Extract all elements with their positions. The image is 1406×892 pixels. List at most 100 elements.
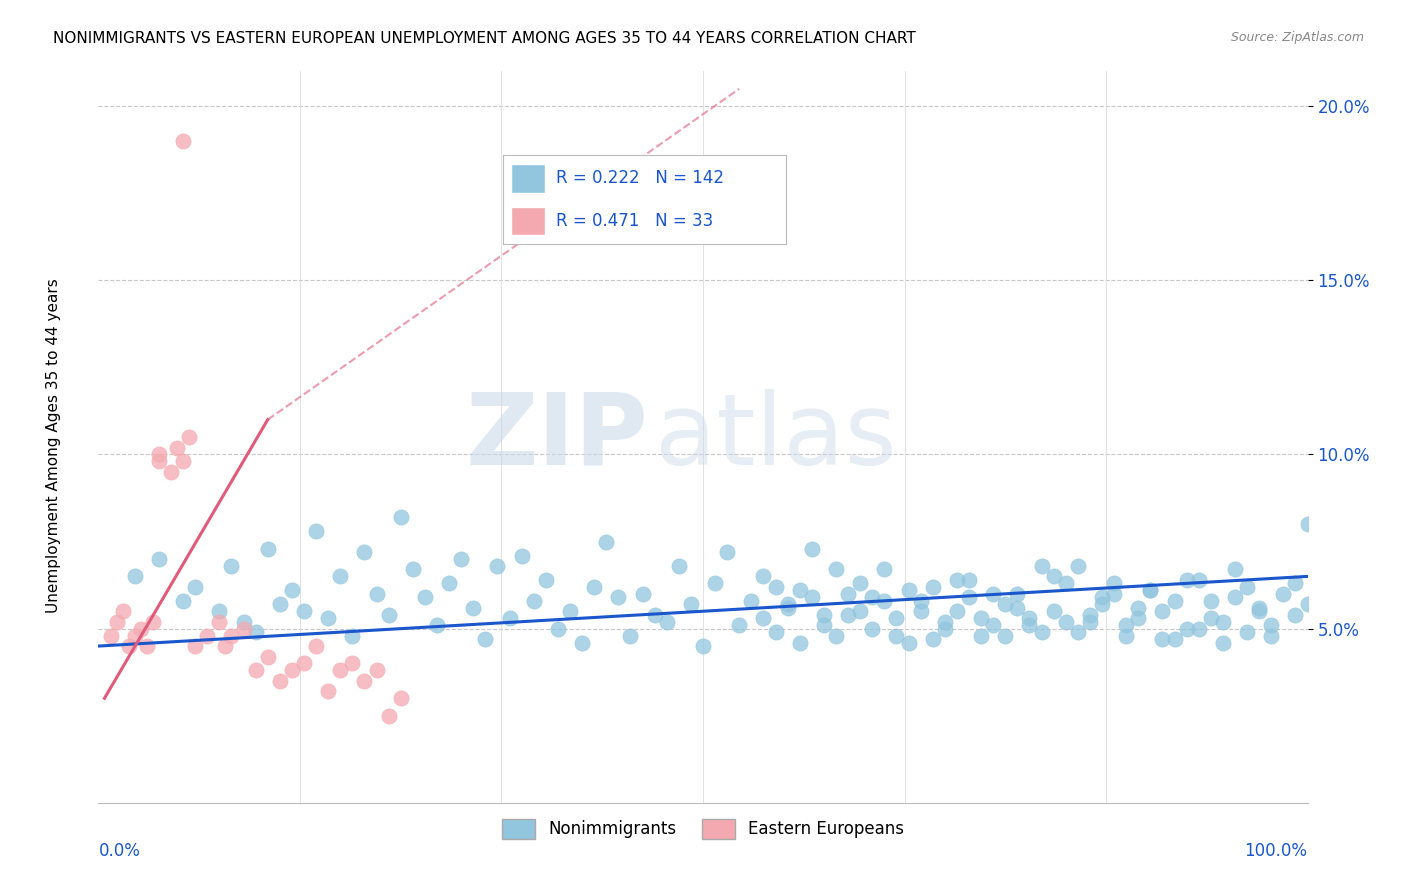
Point	[389, 510, 412, 524]
Point	[402, 562, 425, 576]
Point	[1054, 615, 1077, 629]
Point	[208, 604, 231, 618]
Point	[704, 576, 727, 591]
Point	[813, 618, 835, 632]
Point	[450, 552, 472, 566]
Point	[994, 597, 1017, 611]
Point	[179, 430, 201, 444]
Point	[292, 604, 315, 618]
Point	[1067, 558, 1090, 573]
Point	[1152, 632, 1174, 646]
Point	[281, 664, 304, 678]
Point	[873, 594, 896, 608]
Point	[776, 597, 799, 611]
FancyBboxPatch shape	[512, 164, 546, 193]
Point	[981, 587, 1004, 601]
Point	[124, 629, 146, 643]
Point	[800, 591, 823, 605]
Point	[1128, 600, 1150, 615]
Point	[1249, 600, 1271, 615]
Point	[305, 524, 328, 538]
Point	[1042, 569, 1064, 583]
Point	[825, 629, 848, 643]
Point	[1067, 625, 1090, 640]
Point	[1284, 607, 1306, 622]
Point	[148, 448, 170, 462]
Point	[214, 639, 236, 653]
Point	[1091, 591, 1114, 605]
Point	[256, 649, 278, 664]
Point	[100, 629, 122, 643]
Point	[148, 552, 170, 566]
Point	[910, 604, 932, 618]
Point	[1175, 573, 1198, 587]
Point	[366, 664, 388, 678]
Point	[910, 594, 932, 608]
Point	[1078, 607, 1101, 622]
Point	[897, 583, 920, 598]
Point	[389, 691, 412, 706]
Point	[970, 611, 993, 625]
Point	[342, 657, 364, 671]
Point	[1249, 604, 1271, 618]
Point	[232, 622, 254, 636]
Point	[1115, 629, 1137, 643]
Point	[184, 580, 207, 594]
Point	[1139, 583, 1161, 598]
Point	[897, 635, 920, 649]
Point	[148, 454, 170, 468]
Text: Source: ZipAtlas.com: Source: ZipAtlas.com	[1230, 31, 1364, 45]
Text: Unemployment Among Ages 35 to 44 years: Unemployment Among Ages 35 to 44 years	[46, 278, 60, 614]
Point	[437, 576, 460, 591]
Point	[1284, 576, 1306, 591]
Point	[129, 622, 152, 636]
Point	[1078, 615, 1101, 629]
Point	[377, 607, 399, 622]
Point	[1007, 600, 1029, 615]
Text: 100.0%: 100.0%	[1244, 842, 1308, 860]
Point	[571, 635, 593, 649]
Point	[523, 594, 546, 608]
Point	[849, 576, 872, 591]
Point	[547, 622, 569, 636]
Text: NONIMMIGRANTS VS EASTERN EUROPEAN UNEMPLOYMENT AMONG AGES 35 TO 44 YEARS CORRELA: NONIMMIGRANTS VS EASTERN EUROPEAN UNEMPL…	[53, 31, 917, 46]
Point	[1188, 573, 1211, 587]
Point	[716, 545, 738, 559]
Point	[111, 604, 134, 618]
Point	[1128, 611, 1150, 625]
Point	[765, 625, 787, 640]
Point	[1031, 558, 1053, 573]
Point	[946, 573, 969, 587]
Point	[142, 615, 165, 629]
Point	[957, 573, 980, 587]
Text: 0.0%: 0.0%	[98, 842, 141, 860]
Point	[1223, 591, 1246, 605]
Point	[1139, 583, 1161, 598]
Point	[1163, 594, 1185, 608]
Point	[305, 639, 328, 653]
Point	[1152, 604, 1174, 618]
Point	[934, 622, 956, 636]
Point	[934, 615, 956, 629]
Point	[765, 580, 787, 594]
Point	[1102, 587, 1125, 601]
Point	[981, 618, 1004, 632]
Point	[825, 562, 848, 576]
Point	[195, 629, 218, 643]
Point	[957, 591, 980, 605]
Point	[655, 615, 678, 629]
Point	[1018, 611, 1040, 625]
Point	[994, 629, 1017, 643]
Point	[316, 684, 339, 698]
Text: R = 0.222   N = 142: R = 0.222 N = 142	[557, 169, 724, 187]
Point	[1188, 622, 1211, 636]
Point	[1102, 576, 1125, 591]
Point	[1163, 632, 1185, 646]
Point	[886, 629, 908, 643]
Point	[728, 618, 751, 632]
Point	[366, 587, 388, 601]
Point	[800, 541, 823, 556]
Point	[353, 545, 375, 559]
Point	[118, 639, 141, 653]
Point	[1199, 611, 1222, 625]
